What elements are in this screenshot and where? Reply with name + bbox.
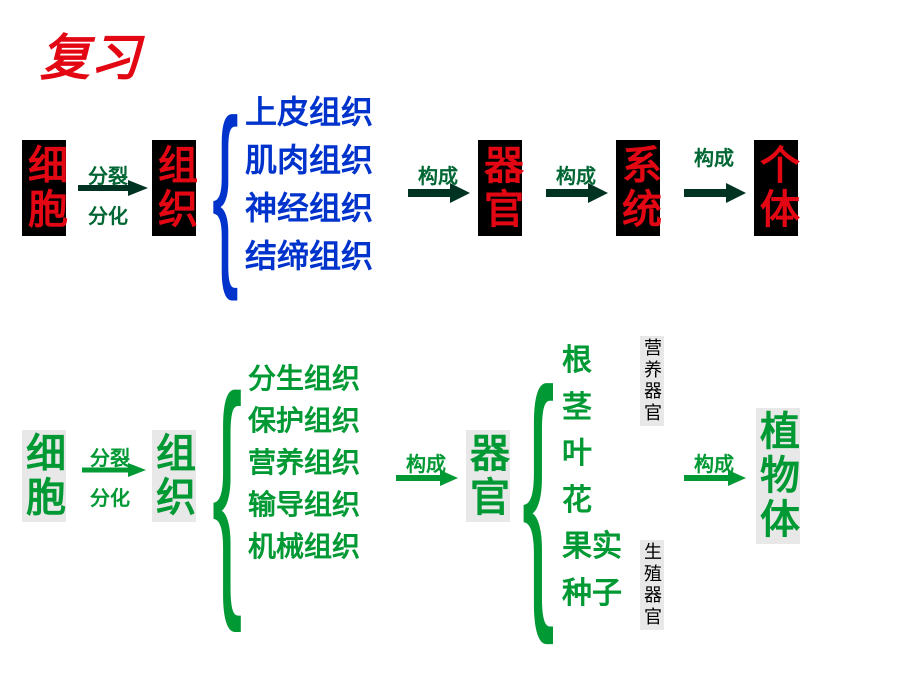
brace-icon: { xyxy=(212,340,242,639)
animal-body: 个体 xyxy=(754,140,798,236)
brace-icon: { xyxy=(522,330,555,651)
organ-item: 叶 xyxy=(562,431,622,478)
tissue-item: 保护组织 xyxy=(248,400,360,442)
brace-icon: { xyxy=(212,76,239,306)
page-title: 复习 xyxy=(40,18,140,90)
arrow-icon xyxy=(546,182,608,204)
organ-item: 果实 xyxy=(562,524,622,571)
tissue-item: 分生组织 xyxy=(248,358,360,400)
animal-tissue-list: 上皮组织 肌肉组织 神经组织 结缔组织 xyxy=(245,88,373,280)
plant-organ-list: 根 茎 叶 花 果实 种子 xyxy=(562,338,622,617)
animal-system: 系统 xyxy=(616,140,660,236)
tissue-item: 神经组织 xyxy=(245,184,373,232)
plant-tissue-list: 分生组织 保护组织 营养组织 输导组织 机械组织 xyxy=(248,358,360,568)
arrow-icon xyxy=(396,468,458,488)
tissue-item: 肌肉组织 xyxy=(245,136,373,184)
reproduction-organ-label: 生殖器官 xyxy=(640,540,664,630)
plant-body: 植物体 xyxy=(756,408,800,544)
arrow-icon xyxy=(408,182,470,204)
plant-organ: 器官 xyxy=(466,430,510,522)
plant-tissue: 组织 xyxy=(152,430,196,522)
arrow-icon xyxy=(82,460,146,480)
animal-diff-label: 分化 xyxy=(88,200,128,229)
plant-cell: 细胞 xyxy=(22,430,66,522)
tissue-item: 输导组织 xyxy=(248,484,360,526)
tissue-item: 机械组织 xyxy=(248,526,360,568)
animal-tissue: 组织 xyxy=(152,140,196,236)
form-label: 构成 xyxy=(694,142,734,171)
organ-item: 种子 xyxy=(562,571,622,618)
animal-cell: 细胞 xyxy=(22,140,66,236)
nutrition-organ-label: 营养器官 xyxy=(640,336,664,426)
organ-item: 茎 xyxy=(562,385,622,432)
arrow-icon xyxy=(684,468,746,488)
animal-organ: 器官 xyxy=(478,140,522,236)
arrow-icon xyxy=(684,182,746,204)
tissue-item: 营养组织 xyxy=(248,442,360,484)
organ-item: 花 xyxy=(562,478,622,525)
organ-item: 根 xyxy=(562,338,622,385)
plant-diff-label: 分化 xyxy=(90,482,130,511)
arrow-icon xyxy=(78,178,148,198)
tissue-item: 上皮组织 xyxy=(245,88,373,136)
tissue-item: 结缔组织 xyxy=(245,232,373,280)
